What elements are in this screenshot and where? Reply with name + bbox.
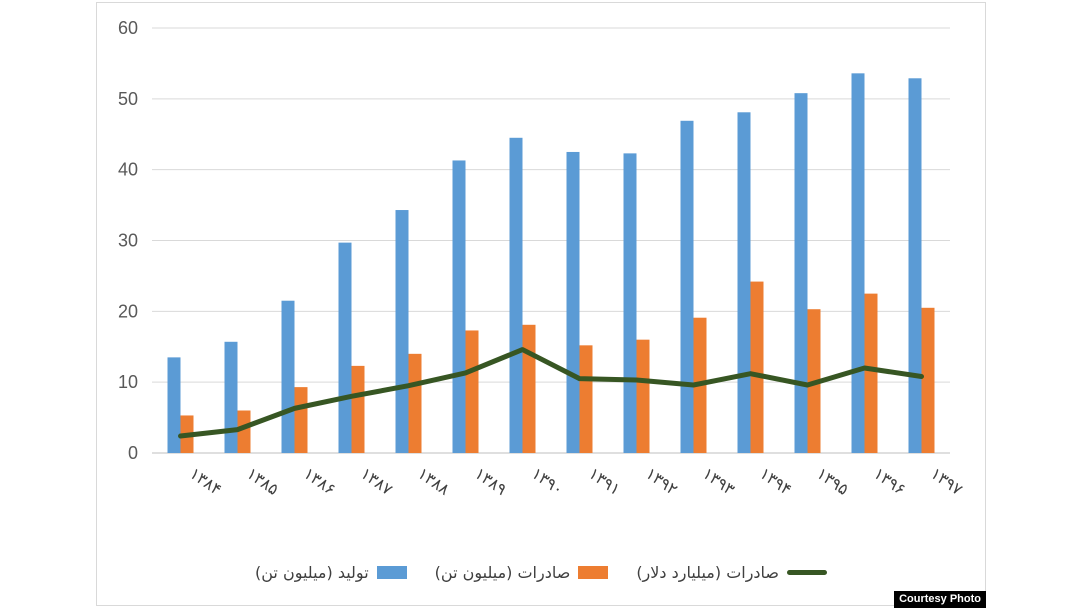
bar-production — [281, 300, 295, 453]
line-point-exports-dollars — [692, 383, 695, 387]
bar-exports-tonnes — [579, 345, 593, 453]
line-point-exports-dollars — [749, 372, 752, 376]
x-tick-label: ۱۳۸۶ — [300, 464, 339, 499]
x-tick-label: ۱۳۹۱ — [585, 464, 624, 499]
y-tick-label: 10 — [118, 372, 138, 392]
x-tick-label: ۱۳۸۷ — [357, 464, 396, 500]
x-tick-label: ۱۳۸۵ — [243, 464, 282, 499]
bar-production — [338, 242, 352, 453]
line-point-exports-dollars — [578, 377, 581, 381]
line-point-exports-dollars — [806, 383, 809, 387]
y-tick-label: 20 — [118, 301, 138, 321]
bar-production — [623, 153, 637, 453]
line-point-exports-dollars — [293, 406, 296, 410]
bar-production — [851, 73, 865, 453]
chart-frame — [96, 2, 986, 606]
legend: تولید (میلیون تن) صادرات (میلیون تن) صاد… — [96, 558, 986, 586]
x-tick-label: ۱۳۸۴ — [186, 464, 225, 499]
y-tick-label: 50 — [118, 89, 138, 109]
bar-exports-tonnes — [465, 330, 479, 453]
line-point-exports-dollars — [920, 375, 923, 378]
legend-label-production: تولید (میلیون تن) — [255, 562, 369, 582]
y-tick-label: 0 — [128, 443, 138, 463]
line-point-exports-dollars — [350, 394, 353, 398]
bar-exports-tonnes — [522, 324, 536, 453]
legend-label-exports-tonnes: صادرات (میلیون تن) — [434, 562, 571, 582]
y-tick-label: 40 — [118, 160, 138, 180]
legend-swatch-exports-dollars — [787, 569, 828, 575]
x-axis-ticks: ۱۳۸۴ ۱۳۸۵ ۱۳۸۶ ۱۳۸۷ ۱۳۸۸ ۱۳۸۹ ۱۳۹۰ ۱۳۹۱ ۱۳۹۲ ۱۳۹۳… — [186, 464, 966, 500]
bar-production — [908, 78, 922, 454]
bar-production — [167, 357, 181, 453]
y-axis-ticks: 0 10 20 30 40 50 60 — [118, 18, 138, 463]
line-point-exports-dollars — [464, 371, 467, 375]
bar-production — [224, 341, 238, 453]
bar-production — [566, 151, 580, 454]
bar-exports-tonnes — [294, 387, 308, 453]
legend-item-exports-tonnes: صادرات (میلیون تن) — [435, 563, 609, 582]
x-tick-label: ۱۳۹۲ — [642, 464, 681, 499]
x-tick-label: ۱۳۹۷ — [927, 464, 966, 500]
y-tick-label: 30 — [118, 231, 138, 251]
x-tick-label: ۱۳۹۶ — [870, 464, 909, 499]
bar-exports-tonnes — [636, 339, 650, 453]
legend-swatch-exports-tonnes — [578, 565, 609, 579]
bar-production — [509, 137, 523, 453]
line-point-exports-dollars — [863, 366, 866, 370]
x-tick-label: ۱۳۹۰ — [528, 464, 567, 499]
y-tick-label: 60 — [118, 18, 138, 38]
line-point-exports-dollars — [407, 384, 410, 388]
x-tick-label: ۱۳۹۴ — [756, 464, 795, 499]
line-exports-dollars — [178, 347, 924, 439]
gridlines — [152, 27, 950, 454]
bar-production — [680, 120, 694, 454]
bar-exports-tonnes — [921, 307, 935, 453]
bar-exports-tonnes — [750, 281, 764, 453]
line-series — [178, 347, 924, 439]
bar-production — [452, 160, 466, 454]
x-tick-label: ۱۳۹۳ — [699, 464, 738, 500]
bar-production — [395, 210, 409, 453]
bar-exports-tonnes — [408, 353, 422, 453]
legend-swatch-production — [376, 565, 407, 579]
bar-exports-tonnes — [351, 365, 365, 453]
line-point-exports-dollars — [236, 428, 239, 432]
photo-credit-badge: Courtesy Photo — [894, 591, 986, 608]
bar-production — [794, 93, 808, 454]
bar-production — [737, 112, 751, 454]
legend-label-exports-dollars: صادرات (میلیارد دلار) — [636, 562, 780, 582]
bar-exports-tonnes — [864, 293, 878, 453]
line-point-exports-dollars — [635, 378, 638, 382]
line-point-exports-dollars — [521, 348, 524, 352]
bars — [167, 73, 935, 454]
x-tick-label: ۱۳۹۵ — [813, 464, 852, 499]
line-point-exports-dollars — [179, 434, 182, 438]
legend-item-exports-dollars: صادرات (میلیارد دلار) — [636, 562, 828, 582]
bar-exports-tonnes — [237, 410, 251, 453]
x-tick-label: ۱۳۸۹ — [471, 464, 510, 499]
legend-item-production: تولید (میلیون تن) — [255, 563, 407, 582]
x-tick-label: ۱۳۸۸ — [414, 464, 453, 500]
